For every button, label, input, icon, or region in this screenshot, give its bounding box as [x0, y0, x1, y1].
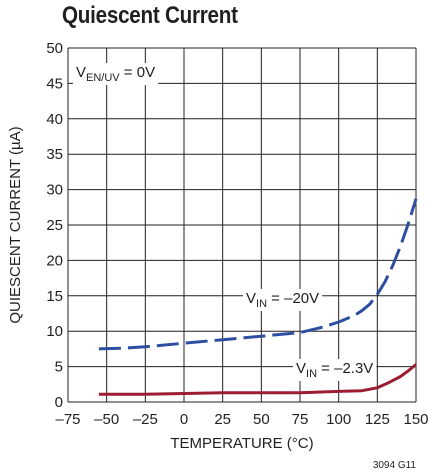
series-label-rest: = –2.3V [317, 360, 373, 377]
y-tick-label: 50 [46, 40, 63, 57]
y-axis-label: QUIESCENT CURRENT (µA) [7, 126, 24, 323]
y-tick-label: 10 [46, 323, 63, 340]
y-tick-label: 35 [46, 146, 63, 163]
series-label-vin-2-3v: VIN = –2.3V [296, 360, 373, 380]
series-label-background-vin-20v [243, 289, 323, 311]
figure-reference: 3094 G11 [373, 460, 417, 471]
series-line-vin-20v [98, 198, 418, 351]
x-tick-label: 100 [326, 411, 351, 428]
series-label-background-vin-2-3v [293, 359, 377, 381]
y-tick-label: 15 [46, 288, 63, 305]
x-tick-label: –50 [94, 411, 119, 428]
condition-label-main: V [76, 64, 86, 81]
condition-label-rest: = 0V [120, 64, 155, 81]
y-tick-label: 0 [55, 394, 63, 411]
x-tick-label: 125 [365, 411, 390, 428]
series-label-vin-20v: VIN = –20V [246, 290, 319, 310]
series-label-main: V [246, 290, 256, 307]
y-tick-label: 20 [46, 252, 63, 269]
x-tick-label: 0 [180, 411, 188, 428]
y-tick-label: 25 [46, 217, 63, 234]
condition-label-background [73, 63, 159, 85]
condition-label: VEN/UV = 0V [76, 64, 155, 84]
series-layer [98, 198, 418, 396]
x-tick-label: 150 [403, 411, 428, 428]
series-label-sub: IN [306, 368, 317, 380]
x-tick-label: 25 [214, 411, 231, 428]
series-line-vin-2-3v [98, 363, 417, 396]
y-tick-label: 45 [46, 75, 63, 92]
x-tick-label: 50 [253, 411, 270, 428]
grid [67, 47, 417, 403]
y-tick-label: 5 [55, 359, 63, 376]
x-tick-label: 75 [292, 411, 309, 428]
chart-title: Quiescent Current [62, 2, 238, 29]
y-tick-label: 40 [46, 111, 63, 128]
x-tick-label: –25 [133, 411, 158, 428]
y-axis-ticks: 0 5 10 15 20 25 30 35 40 45 50 [46, 40, 63, 411]
condition-label-sub: EN/UV [86, 72, 120, 84]
series-label-main: V [296, 360, 306, 377]
series-label-sub: IN [256, 298, 267, 310]
x-axis-ticks: –75 –50 –25 0 25 50 75 100 125 150 [55, 411, 428, 428]
x-axis-label: TEMPERATURE (°C) [170, 435, 313, 452]
x-tick-label: –75 [55, 411, 80, 428]
y-tick-label: 30 [46, 182, 63, 199]
series-label-rest: = –20V [267, 290, 319, 307]
